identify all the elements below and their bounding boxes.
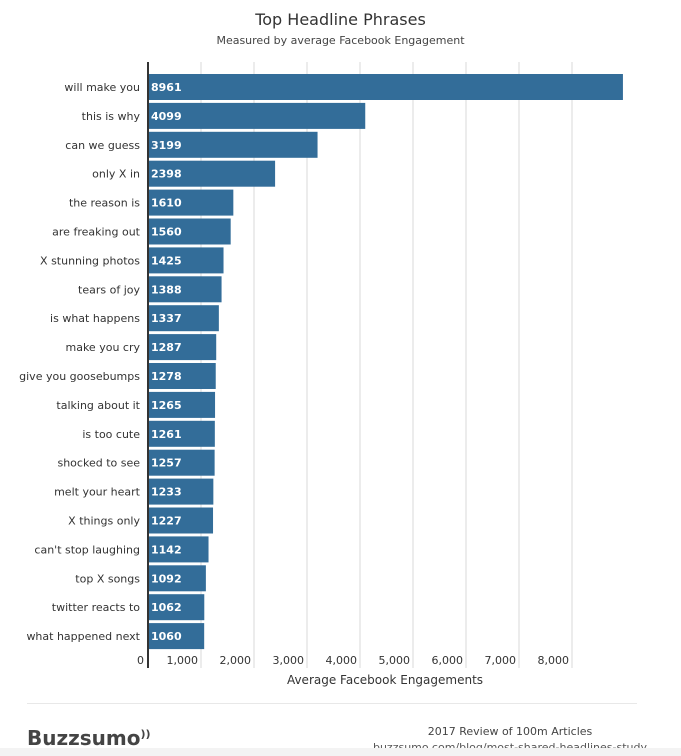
bar [148, 594, 205, 621]
bar [148, 160, 276, 187]
x-tick-label: 3,000 [273, 654, 305, 667]
bar [148, 536, 209, 563]
x-tick-label: 2,000 [220, 654, 252, 667]
category-label: melt your heart [54, 486, 141, 499]
bar [148, 102, 366, 129]
data-label: 1257 [151, 457, 182, 470]
x-tick-label: 0 [137, 654, 144, 667]
data-label: 1261 [151, 428, 182, 441]
data-label: 1425 [151, 254, 182, 267]
bar [148, 74, 623, 100]
x-tick-label: 6,000 [432, 654, 464, 667]
data-label: 1233 [151, 486, 182, 499]
data-label: 1278 [151, 370, 182, 383]
category-label: is too cute [82, 428, 140, 441]
data-label: 1227 [151, 515, 182, 528]
data-label: 2398 [151, 168, 182, 181]
data-label: 1265 [151, 399, 182, 412]
category-label: this is why [82, 110, 141, 123]
x-tick-label: 4,000 [326, 654, 358, 667]
bottom-bar [0, 748, 681, 756]
category-label: the reason is [69, 197, 140, 210]
data-label: 8961 [151, 81, 182, 94]
data-label: 1287 [151, 341, 182, 354]
data-label: 1062 [151, 601, 182, 614]
bar-chart: 0 1,000 2,000 3,000 4,000 5,000 6,000 7,000 8,00… [19, 62, 623, 687]
data-label: 1388 [151, 283, 182, 296]
data-label: 1560 [151, 226, 182, 239]
x-tick-label: 8,000 [538, 654, 570, 667]
buzzsumo-logo: Buzzsumo)) [27, 726, 151, 750]
category-label: X things only [68, 515, 140, 528]
data-label: 1092 [151, 572, 182, 585]
category-label: can't stop laughing [34, 543, 140, 556]
data-label: 3199 [151, 139, 182, 152]
footer-divider [27, 703, 637, 704]
category-label: top X songs [75, 572, 140, 585]
bar [148, 363, 216, 389]
bar [148, 218, 231, 245]
data-label: 1142 [151, 543, 182, 556]
category-label: twitter reacts to [52, 601, 140, 614]
footer-caption: 2017 Review of 100m Articles [427, 725, 593, 738]
data-label: 1337 [151, 312, 182, 325]
category-label: tears of joy [78, 283, 140, 296]
bar [148, 276, 222, 303]
category-label: is what happens [50, 312, 140, 325]
category-label: will make you [64, 81, 140, 94]
category-label: talking about it [56, 399, 140, 412]
x-tick-label: 5,000 [379, 654, 411, 667]
category-label: X stunning photos [40, 254, 140, 267]
signal-icon: )) [140, 727, 151, 741]
bar [148, 189, 234, 216]
bar [148, 334, 217, 361]
x-axis-title: Average Facebook Engagements [287, 673, 483, 687]
bar [148, 391, 216, 418]
category-label: shocked to see [57, 457, 140, 470]
bar [148, 449, 215, 476]
data-label: 4099 [151, 110, 182, 123]
bar [148, 420, 215, 447]
bar [148, 247, 224, 274]
chart-subtitle: Measured by average Facebook Engagement [216, 34, 465, 47]
category-label: are freaking out [52, 226, 141, 239]
x-tick-label: 1,000 [167, 654, 199, 667]
category-label: only X in [92, 168, 140, 181]
bar [148, 305, 219, 332]
bar [148, 507, 214, 534]
bar [148, 565, 206, 592]
bar [148, 478, 214, 505]
chart-title: Top Headline Phrases [255, 10, 426, 29]
category-label: make you cry [66, 341, 141, 354]
data-label: 1060 [151, 630, 182, 643]
category-label: what happened next [26, 630, 140, 643]
bar [148, 131, 318, 158]
category-label: can we guess [65, 139, 140, 152]
category-label: give you goosebumps [19, 370, 140, 383]
bar [148, 623, 205, 650]
x-tick-label: 7,000 [485, 654, 517, 667]
data-label: 1610 [151, 197, 182, 210]
